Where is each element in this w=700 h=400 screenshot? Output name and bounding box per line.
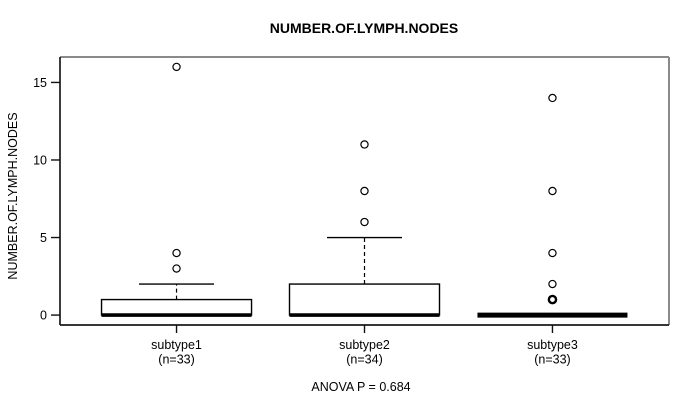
outlier-point	[360, 217, 369, 227]
outlier-point	[548, 279, 557, 289]
boxplot-subtype1: subtype1(n=33)	[100, 62, 253, 367]
outlier-point	[548, 186, 557, 196]
y-tick-label: 0	[40, 308, 47, 322]
x-category-sublabel: (n=33)	[534, 353, 570, 367]
outlier-point	[172, 248, 181, 258]
boxplot-subtype3: subtype3(n=33)	[477, 93, 628, 367]
iqr-box	[100, 298, 253, 316]
x-category-label: subtype1	[151, 338, 202, 352]
chart-title: NUMBER.OF.LYMPH.NODES	[270, 20, 459, 36]
outlier-point	[172, 62, 181, 72]
boxplot-subtype2: subtype2(n=34)	[288, 140, 441, 367]
x-category-label: subtype2	[339, 338, 390, 352]
outlier-point	[360, 140, 369, 149]
x-category-label: subtype3	[527, 338, 578, 352]
x-category-sublabel: (n=34)	[346, 353, 382, 367]
iqr-box	[288, 283, 441, 316]
y-tick-label: 10	[33, 153, 47, 167]
y-axis-label: NUMBER.OF.LYMPH.NODES	[6, 112, 20, 279]
x-category-sublabel: (n=33)	[158, 353, 194, 367]
outlier-point	[548, 93, 557, 103]
outlier-point	[548, 248, 557, 258]
y-tick-label: 5	[40, 231, 47, 245]
outlier-point	[360, 186, 369, 196]
y-tick-label: 15	[33, 76, 47, 90]
anova-annotation: ANOVA P = 0.684	[311, 380, 410, 394]
outlier-point	[172, 264, 181, 273]
outlier-point	[547, 294, 558, 305]
plot-area: 051015subtype1(n=33)subtype2(n=34)subtyp…	[33, 56, 670, 367]
